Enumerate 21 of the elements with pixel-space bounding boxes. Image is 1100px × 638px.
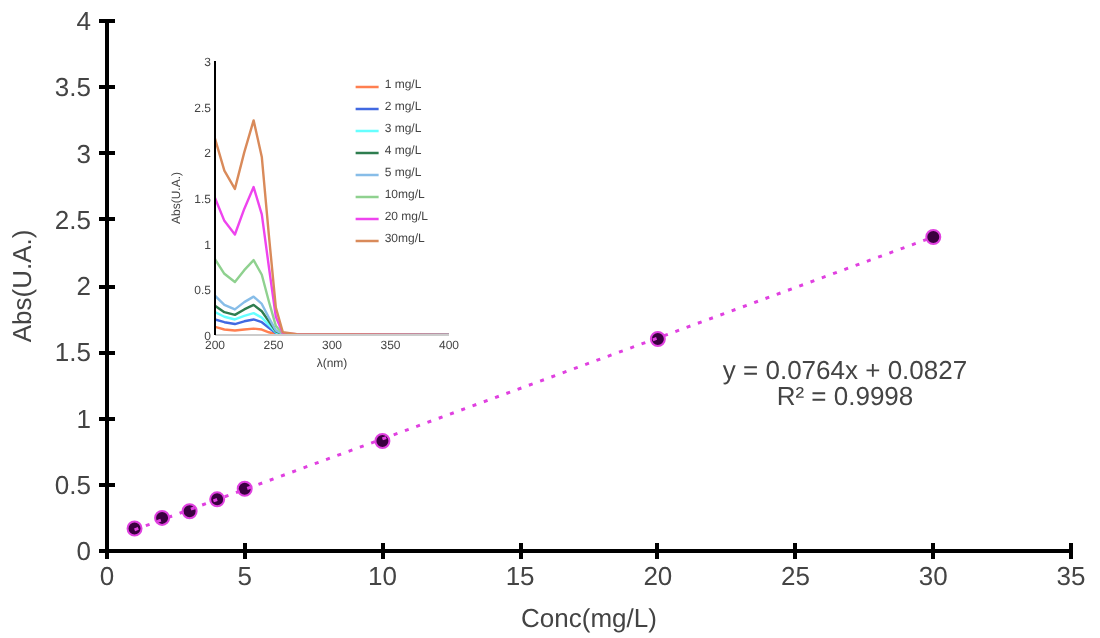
y-tick-label: 0: [76, 536, 92, 566]
x-axis-title: Conc(mg/L): [521, 603, 657, 633]
y-tick-label: 3.5: [54, 72, 92, 103]
y-tick-label: 1: [76, 403, 92, 434]
annotation: y = 0.0764x + 0.0827: [722, 355, 968, 385]
annotation: R² = 0.9998: [776, 381, 914, 411]
y-tick-label: 3: [76, 138, 92, 169]
x-tick-label: 5: [237, 561, 252, 591]
x-tick-label: 0: [99, 561, 115, 591]
y-tick-label: 2: [76, 271, 92, 301]
y-tick-label: 2.5: [54, 204, 92, 235]
x-tick-label: 35: [1056, 561, 1086, 591]
x-tick-label: 30: [918, 561, 948, 591]
y-tick-label: 1.5: [54, 337, 92, 368]
y-axis-title: Abs(U.A.): [6, 229, 37, 343]
y-tick-label: 4: [76, 6, 92, 36]
y-tick-label: 0.5: [54, 469, 92, 500]
x-tick-label: 10: [367, 561, 397, 591]
x-tick-label: 15: [505, 561, 535, 591]
x-tick-label: 25: [781, 561, 811, 591]
x-tick-label: 20: [643, 561, 673, 591]
